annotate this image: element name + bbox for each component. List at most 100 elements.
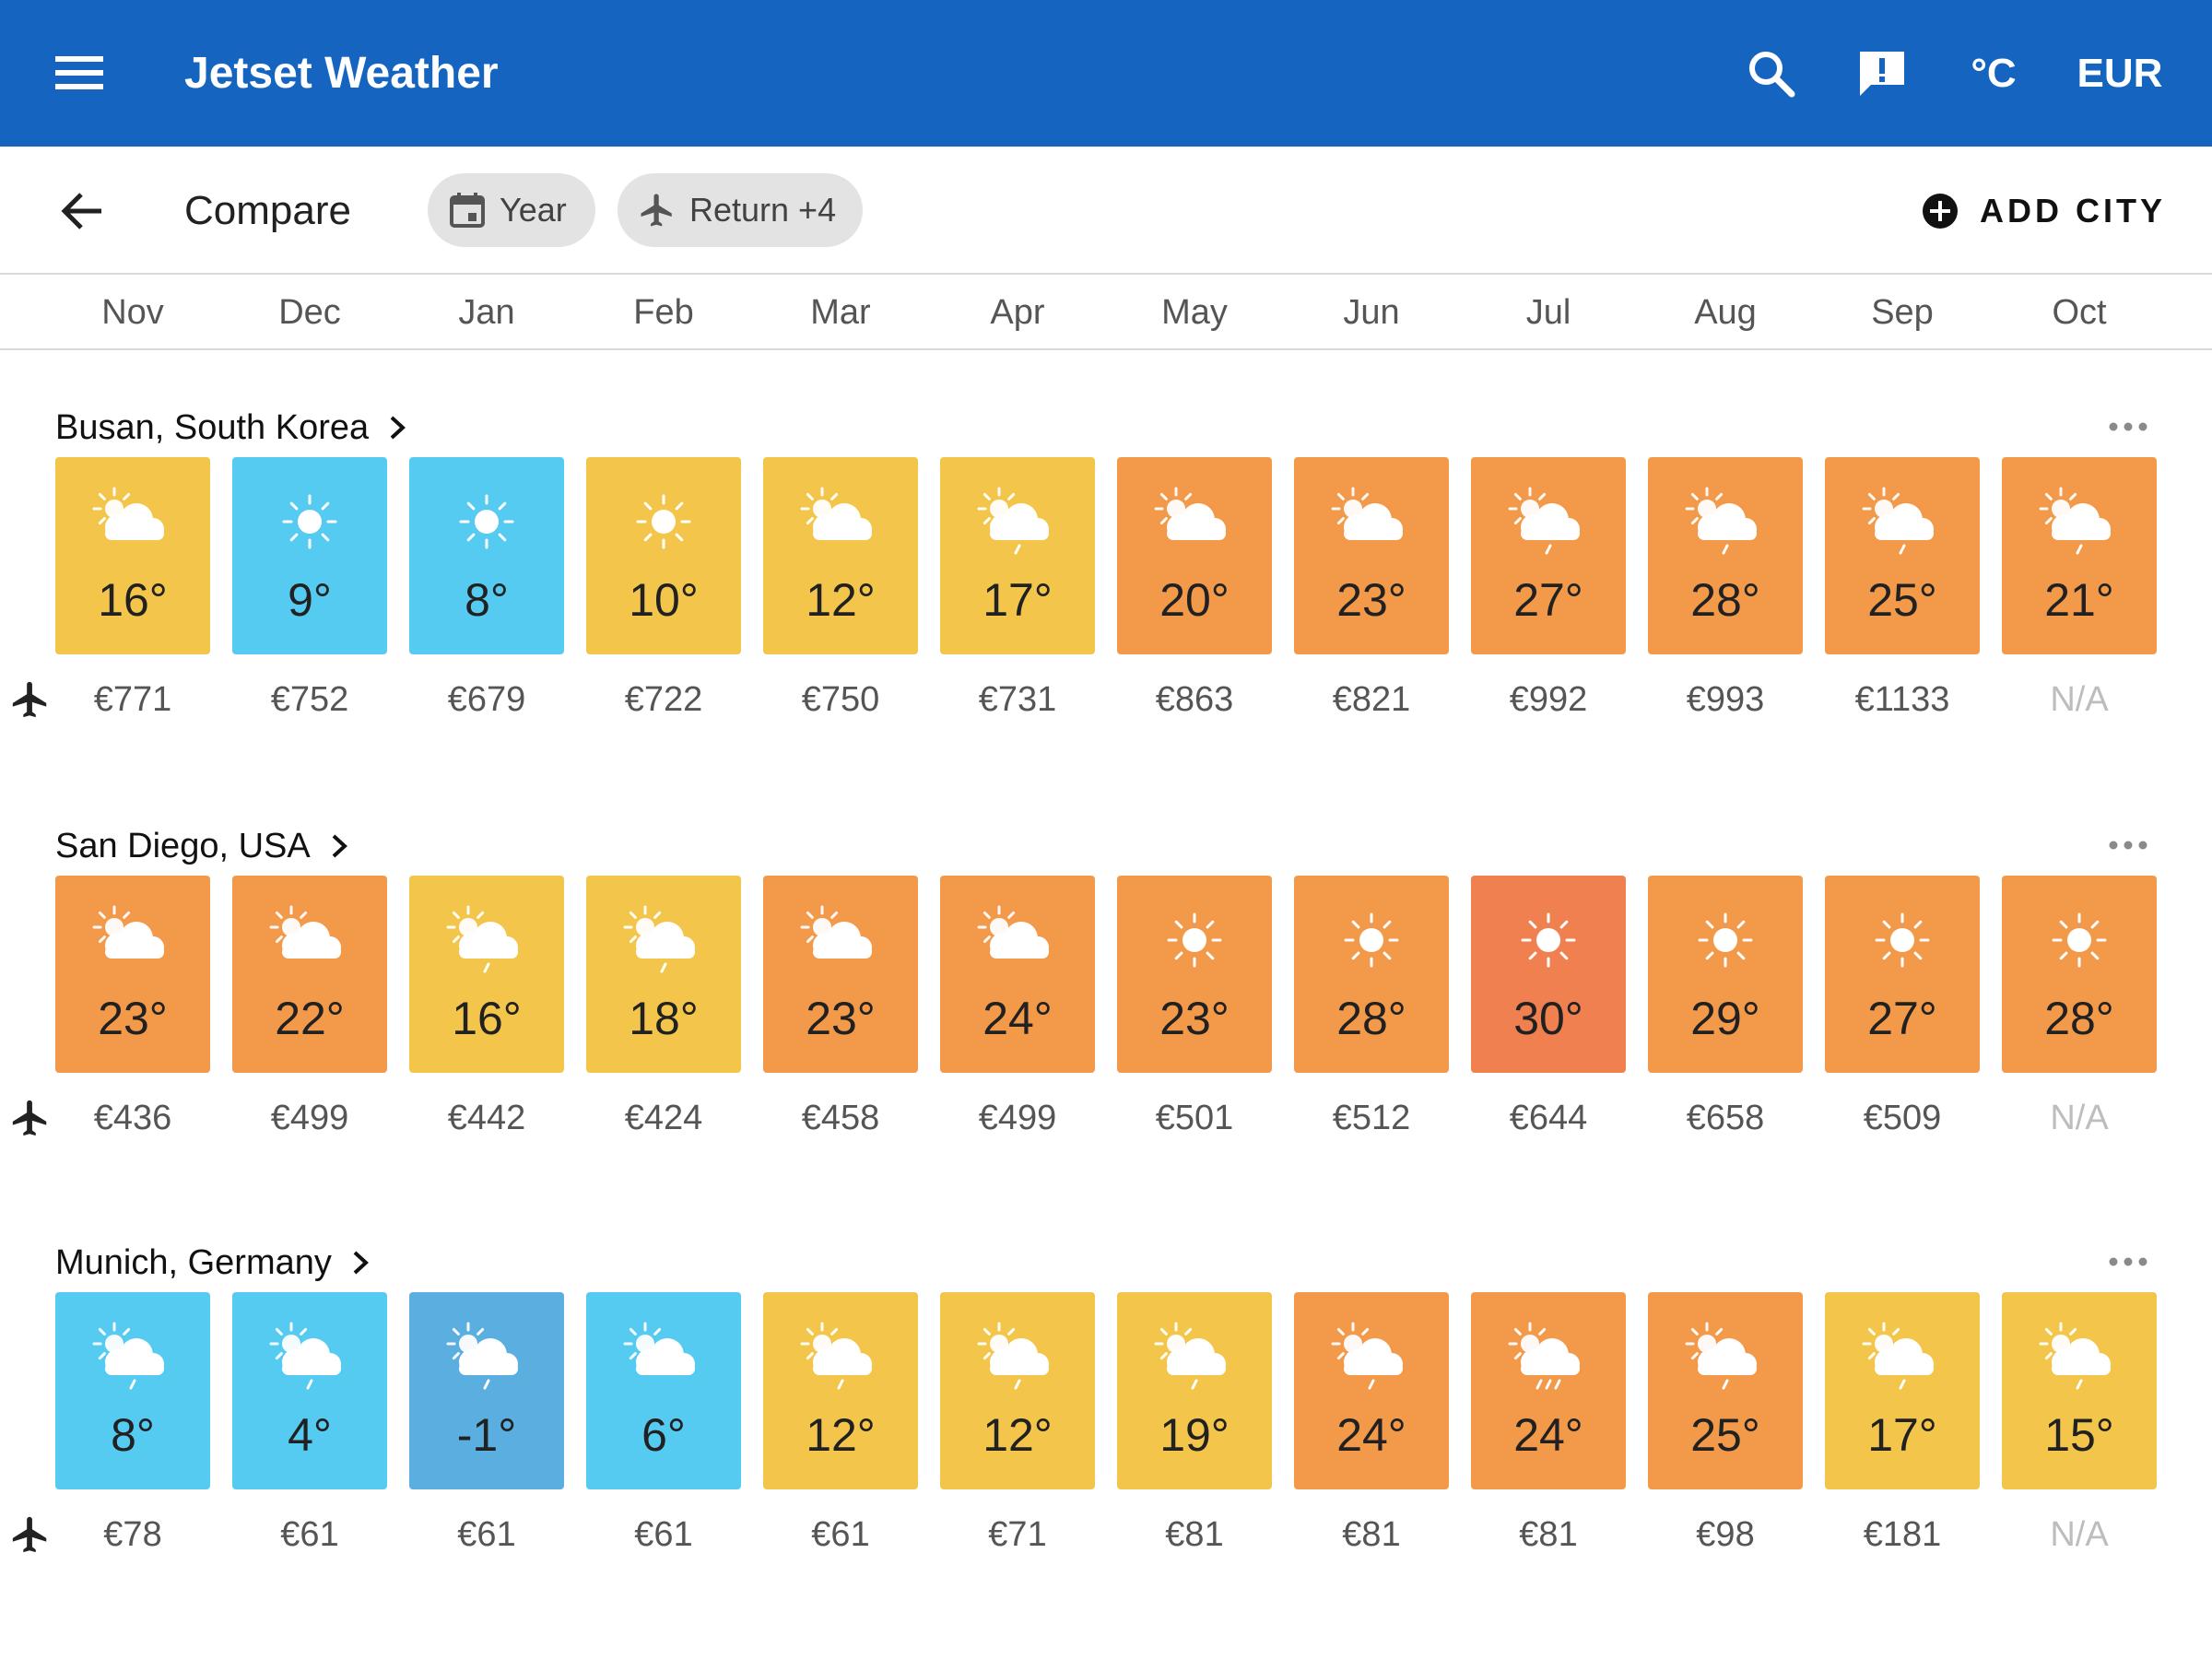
flight-price[interactable]: €61: [280, 1515, 339, 1554]
feedback-icon[interactable]: [1854, 46, 1910, 101]
flight-price[interactable]: €61: [634, 1515, 693, 1554]
flight-price[interactable]: €181: [1863, 1515, 1942, 1554]
weather-tile[interactable]: 17°: [1825, 1292, 1980, 1489]
weather-tile[interactable]: 16°: [55, 457, 210, 654]
weather-tile[interactable]: 23°: [1294, 457, 1449, 654]
flight-price[interactable]: €436: [93, 1099, 172, 1137]
weather-tile[interactable]: 12°: [763, 457, 918, 654]
year-chip[interactable]: Year: [428, 173, 595, 247]
flight-price[interactable]: €442: [447, 1099, 526, 1137]
temperature-value: 21°: [2044, 574, 2114, 626]
weather-tile[interactable]: 30°: [1471, 876, 1626, 1073]
flight-price[interactable]: €78: [103, 1515, 162, 1554]
add-city-label: ADD CITY: [1980, 192, 2166, 229]
flight-price[interactable]: €731: [978, 680, 1057, 719]
weather-tile[interactable]: 9°: [232, 457, 387, 654]
search-icon[interactable]: [1744, 46, 1799, 101]
weather-tile[interactable]: 22°: [232, 876, 387, 1073]
temperature-value: 30°: [1513, 993, 1583, 1044]
flight-price[interactable]: €71: [988, 1515, 1047, 1554]
flight-price[interactable]: €512: [1332, 1099, 1411, 1137]
currency-button[interactable]: EUR: [2077, 51, 2163, 96]
weather-tile[interactable]: 17°: [940, 457, 1095, 654]
partly-cloudy-drizzle-icon: [1508, 487, 1580, 555]
weather-tile[interactable]: 6°: [586, 1292, 741, 1489]
more-horizontal-icon[interactable]: [2105, 413, 2151, 441]
partly-cloudy-drizzle-icon: [1685, 1322, 1757, 1390]
weather-tile[interactable]: 24°: [1471, 1292, 1626, 1489]
return-chip[interactable]: Return +4: [618, 173, 863, 247]
more-horizontal-icon[interactable]: [2105, 1248, 2151, 1276]
flight-price[interactable]: €81: [1342, 1515, 1401, 1554]
weather-tile[interactable]: 23°: [55, 876, 210, 1073]
flight-price[interactable]: €81: [1519, 1515, 1578, 1554]
weather-tile[interactable]: -1°: [409, 1292, 564, 1489]
partly-cloudy-drizzle-icon: [2039, 1322, 2111, 1390]
sun-icon: [1875, 912, 1930, 968]
weather-tile[interactable]: 10°: [586, 457, 741, 654]
city-header-link[interactable]: Munich, Germany: [55, 1235, 376, 1290]
weather-tile[interactable]: 24°: [1294, 1292, 1449, 1489]
flight-price[interactable]: €1133: [1854, 680, 1950, 719]
flight-price[interactable]: €81: [1165, 1515, 1224, 1554]
temperature-unit-button[interactable]: °C: [1971, 51, 2017, 96]
weather-tile[interactable]: 24°: [940, 876, 1095, 1073]
flight-price[interactable]: €658: [1686, 1099, 1765, 1137]
weather-tile[interactable]: 16°: [409, 876, 564, 1073]
flight-price[interactable]: €993: [1686, 680, 1765, 719]
temperature-value: 16°: [452, 993, 522, 1044]
flight-price[interactable]: €501: [1155, 1099, 1234, 1137]
weather-tile[interactable]: 12°: [763, 1292, 918, 1489]
weather-tile[interactable]: 23°: [1117, 876, 1272, 1073]
weather-tile[interactable]: 21°: [2002, 457, 2157, 654]
flight-price[interactable]: €750: [801, 680, 880, 719]
weather-tile[interactable]: 28°: [2002, 876, 2157, 1073]
weather-tile[interactable]: 15°: [2002, 1292, 2157, 1489]
month-label-dec: Dec: [278, 293, 341, 332]
flight-price[interactable]: €424: [624, 1099, 703, 1137]
month-label-mar: Mar: [810, 293, 871, 332]
menu-icon[interactable]: [55, 51, 103, 95]
weather-tile[interactable]: 12°: [940, 1292, 1095, 1489]
city-section: San Diego, USA 23° €436 22° €499 16° €442 1…: [0, 818, 2212, 1224]
flight-price[interactable]: €992: [1509, 680, 1588, 719]
weather-tile[interactable]: 4°: [232, 1292, 387, 1489]
weather-tile[interactable]: 29°: [1648, 876, 1803, 1073]
weather-tile[interactable]: 27°: [1471, 457, 1626, 654]
weather-tile[interactable]: 8°: [409, 457, 564, 654]
flight-price[interactable]: €61: [457, 1515, 516, 1554]
weather-tile[interactable]: 19°: [1117, 1292, 1272, 1489]
flight-price[interactable]: €61: [811, 1515, 870, 1554]
more-horizontal-icon[interactable]: [2105, 831, 2151, 859]
add-city-button[interactable]: ADD CITY: [1921, 183, 2166, 239]
flight-price[interactable]: €458: [801, 1099, 880, 1137]
weather-tile[interactable]: 25°: [1825, 457, 1980, 654]
weather-tile[interactable]: 8°: [55, 1292, 210, 1489]
flight-price[interactable]: €644: [1509, 1099, 1588, 1137]
sun-icon: [459, 494, 514, 549]
flight-price[interactable]: €771: [93, 680, 172, 719]
city-header-link[interactable]: Busan, South Korea: [55, 400, 413, 455]
flight-price[interactable]: €509: [1863, 1099, 1942, 1137]
weather-tile[interactable]: 27°: [1825, 876, 1980, 1073]
flight-price[interactable]: €863: [1155, 680, 1234, 719]
weather-tile[interactable]: 25°: [1648, 1292, 1803, 1489]
weather-tile[interactable]: 23°: [763, 876, 918, 1073]
flight-price[interactable]: €821: [1332, 680, 1411, 719]
flight-price[interactable]: €679: [447, 680, 526, 719]
flight-price[interactable]: €722: [624, 680, 703, 719]
flight-price[interactable]: €752: [270, 680, 349, 719]
weather-tile[interactable]: 28°: [1294, 876, 1449, 1073]
chevron-right-icon: [390, 416, 406, 440]
weather-tile[interactable]: 18°: [586, 876, 741, 1073]
flight-price[interactable]: €499: [270, 1099, 349, 1137]
flight-price[interactable]: €98: [1696, 1515, 1755, 1554]
city-header-link[interactable]: San Diego, USA: [55, 818, 355, 874]
month-label-may: May: [1161, 293, 1228, 332]
flight-price-icon: [12, 1100, 47, 1136]
weather-tile[interactable]: 28°: [1648, 457, 1803, 654]
weather-tile[interactable]: 20°: [1117, 457, 1272, 654]
back-arrow-icon[interactable]: [59, 187, 107, 235]
flight-price[interactable]: €499: [978, 1099, 1057, 1137]
month-label-apr: Apr: [990, 293, 1045, 332]
